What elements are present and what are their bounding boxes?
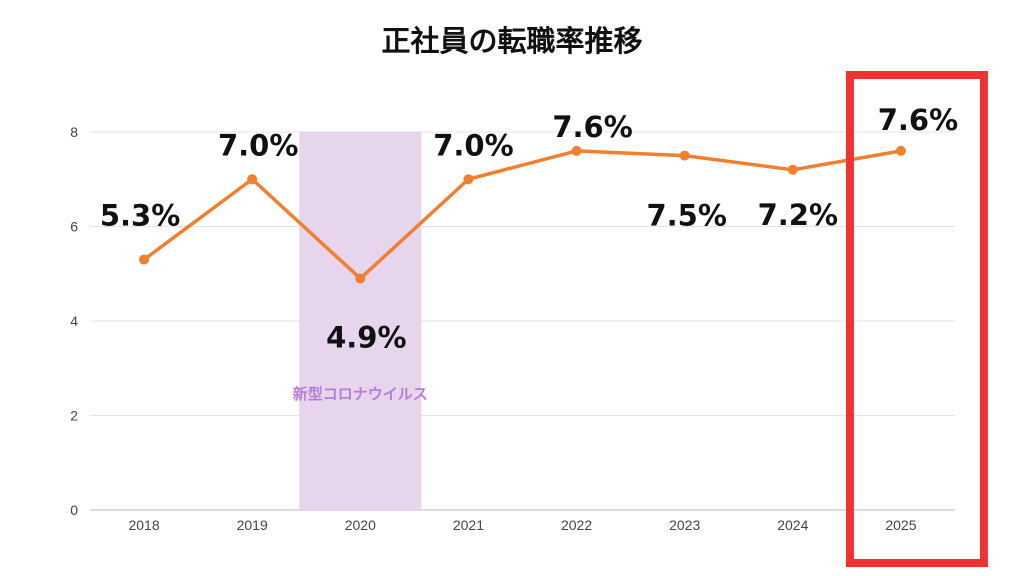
- series-line: [142, 149, 903, 281]
- x-tick-label-2019: 2019: [237, 517, 268, 533]
- x-tick-label-2023: 2023: [669, 517, 700, 533]
- data-label-2023: 7.5%: [646, 199, 726, 233]
- data-label-2018: 5.3%: [100, 199, 180, 233]
- data-label-2024: 7.2%: [758, 198, 838, 232]
- data-point-2018: [139, 254, 150, 265]
- x-tick-label-2021: 2021: [453, 517, 484, 533]
- y-tick-label-4: 4: [70, 313, 78, 329]
- x-tick-label-2025: 2025: [885, 517, 916, 533]
- highlight-box-2025: [845, 71, 988, 567]
- series-group: [139, 145, 906, 284]
- data-point-2020: [355, 273, 366, 284]
- data-point-2023: [679, 150, 690, 161]
- data-point-2022: [571, 145, 582, 156]
- data-point-2025: [895, 145, 906, 156]
- data-point-2024: [787, 164, 798, 175]
- x-tick-label-2018: 2018: [128, 517, 159, 533]
- data-labels: 5.3% 7.0% 4.9% 7.0% 7.6% 7.5% 7.2% 7.6%: [100, 103, 958, 355]
- data-label-2019: 7.0%: [218, 128, 298, 162]
- x-tick-label-2020: 2020: [345, 517, 376, 533]
- x-tick-label-2024: 2024: [777, 517, 808, 533]
- data-label-2025: 7.6%: [878, 103, 958, 137]
- axis-labels: 0 2 4 6 8 2018 2019 2020 2021 2022 2023 2024 2025: [70, 124, 917, 533]
- y-tick-label-2: 2: [70, 408, 78, 424]
- y-tick-label-8: 8: [70, 124, 78, 140]
- covid-band-label: 新型コロナウイルス: [293, 385, 428, 403]
- data-label-2021: 7.0%: [433, 128, 513, 162]
- data-label-2022: 7.6%: [552, 110, 632, 144]
- gridlines: [90, 131, 955, 511]
- data-point-2021: [463, 174, 474, 185]
- data-label-2020: 4.9%: [326, 320, 406, 354]
- y-tick-label-6: 6: [70, 219, 78, 235]
- data-point-2019: [247, 174, 258, 185]
- covid-band-group: 新型コロナウイルス: [293, 132, 428, 510]
- x-tick-label-2022: 2022: [561, 517, 592, 533]
- y-tick-label-0: 0: [70, 502, 78, 518]
- chart-title: 正社員の転職率推移: [381, 24, 643, 58]
- highlight-group: [845, 71, 988, 567]
- covid-band: [299, 132, 422, 510]
